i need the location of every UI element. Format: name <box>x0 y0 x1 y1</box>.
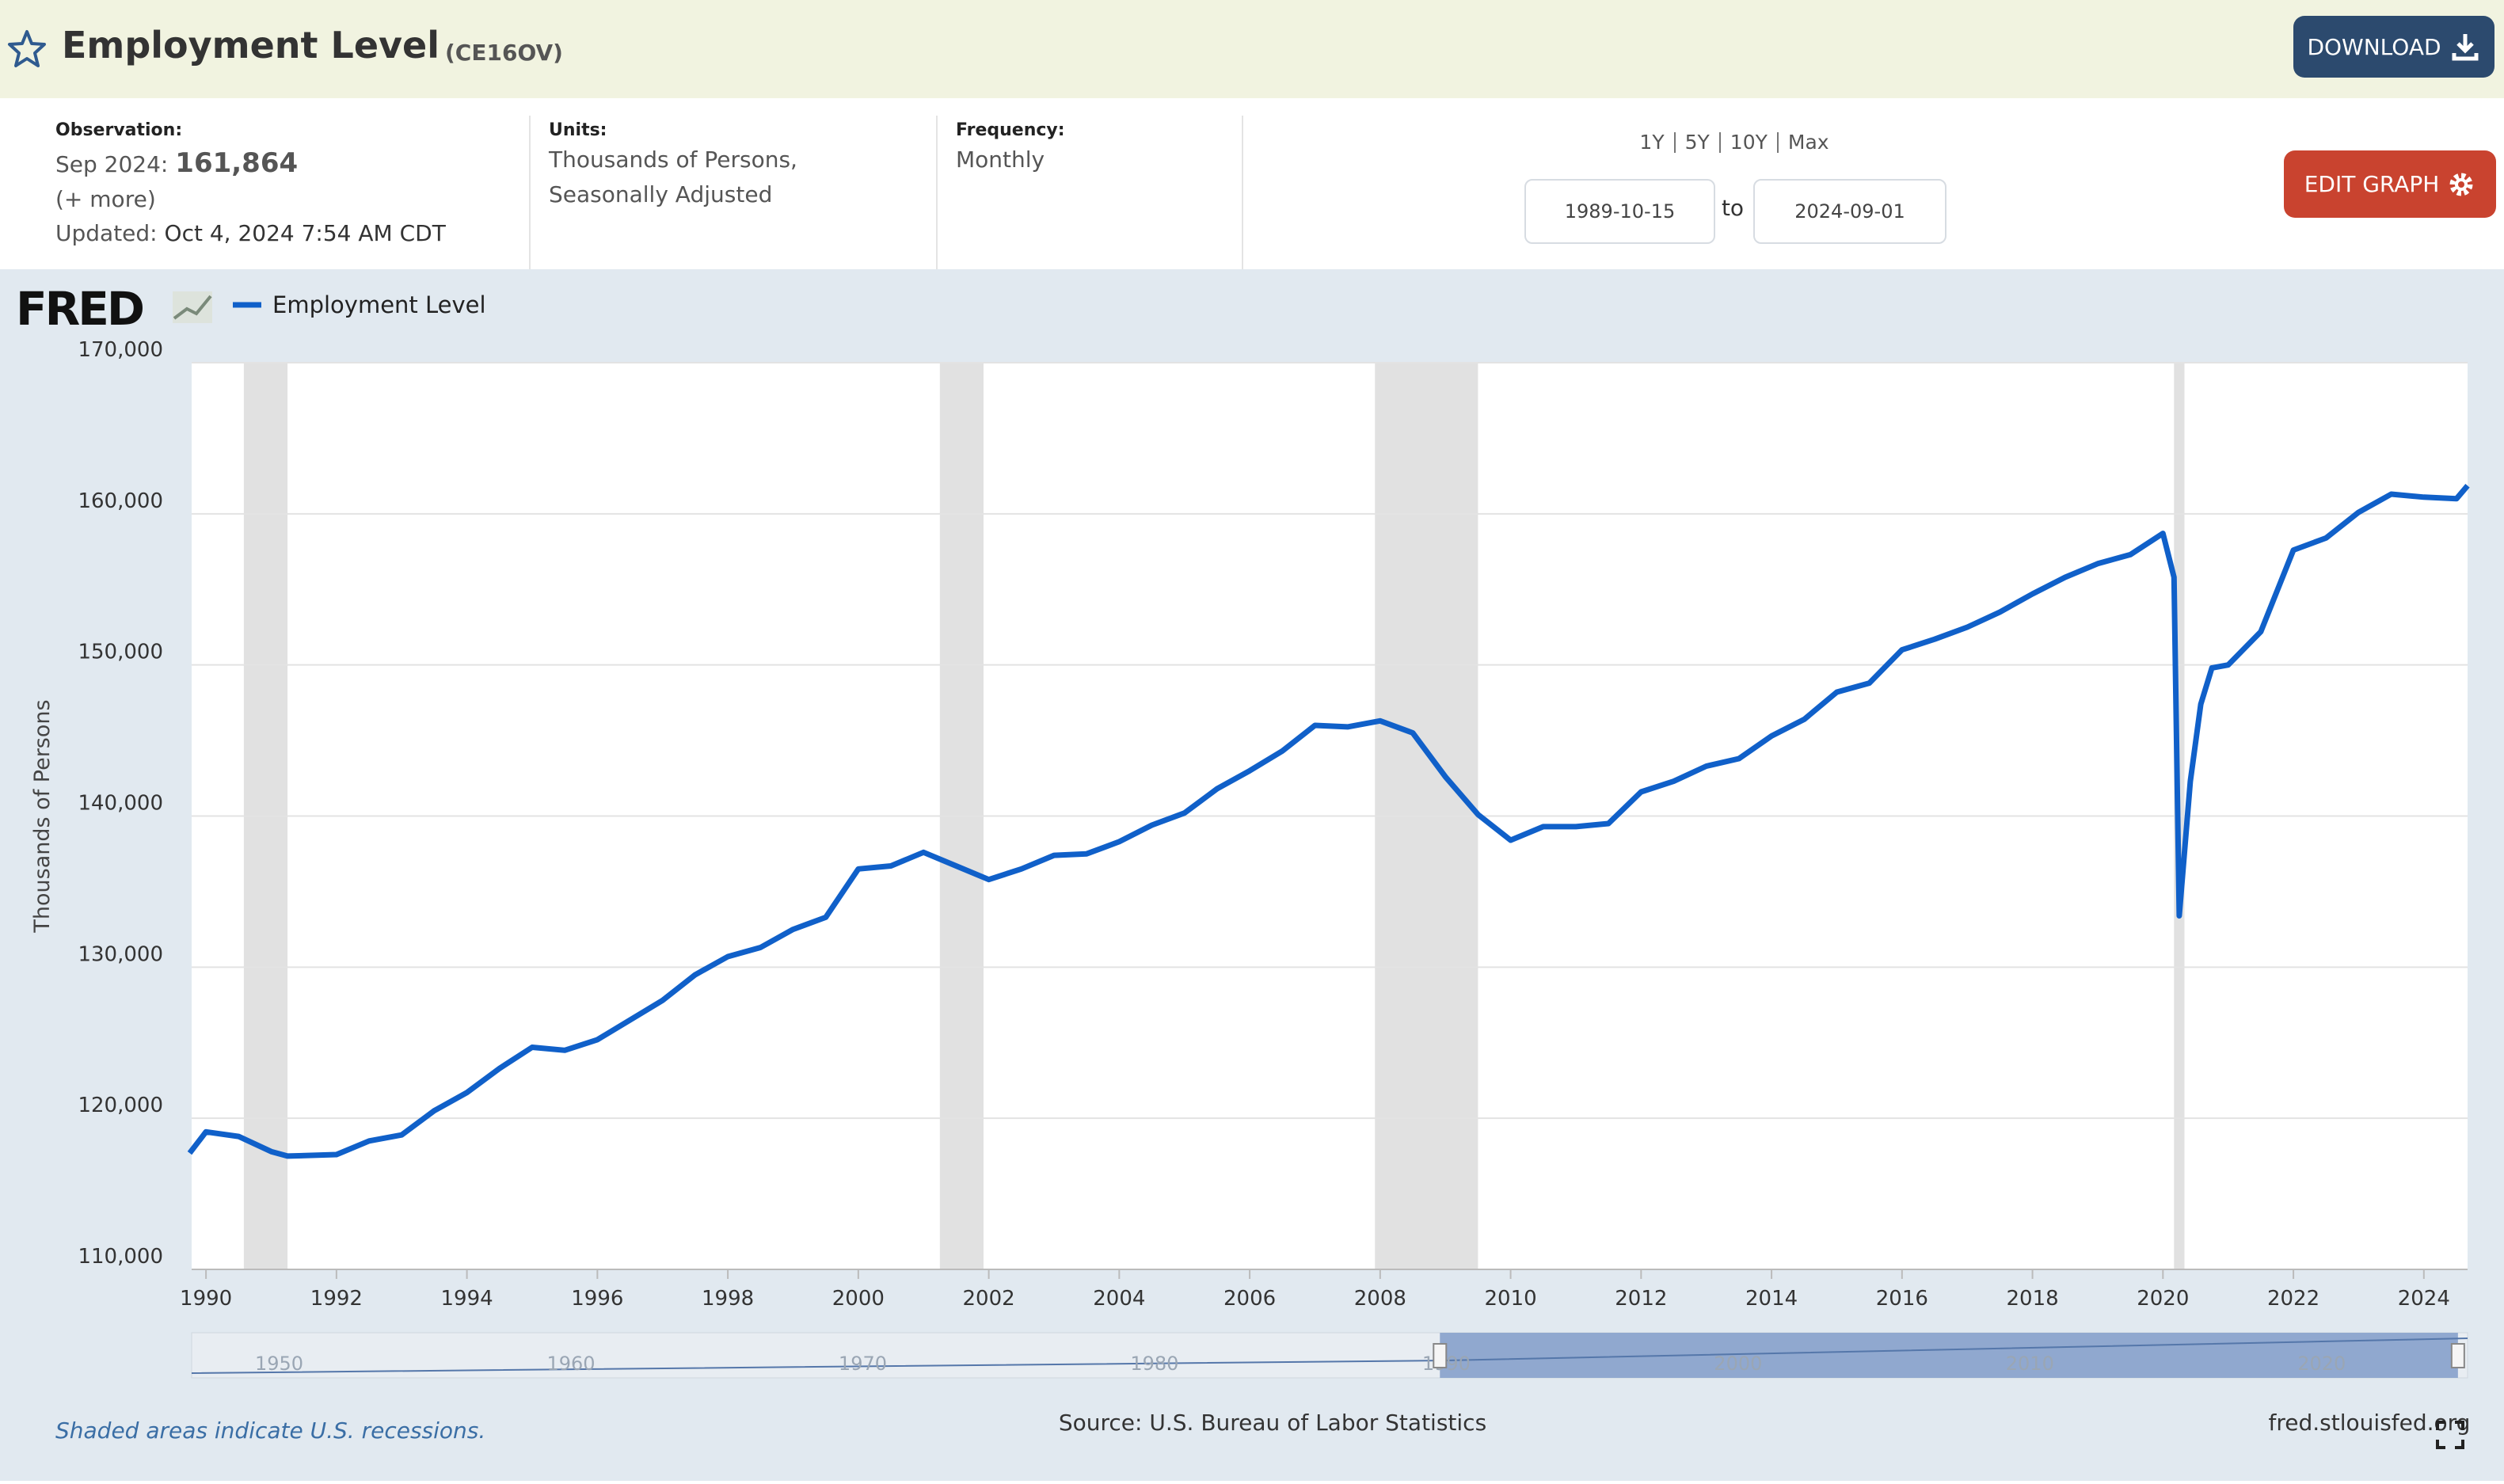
x-tick-label: 1994 <box>441 1287 493 1311</box>
series-line <box>187 484 2470 1159</box>
date-to[interactable]: 2024-09-01 <box>1753 179 1946 244</box>
x-tick-label: 2022 <box>2267 1287 2319 1311</box>
header-bar: Employment Level (CE16OV) DOWNLOAD <box>0 0 2504 98</box>
x-tick-label: 2000 <box>832 1287 885 1311</box>
navigator-label: 1980 <box>1130 1353 1178 1375</box>
x-tick-label: 2016 <box>1876 1287 1928 1311</box>
navigator-label: 1950 <box>255 1353 303 1375</box>
observation-date: Sep 2024: <box>55 151 169 177</box>
x-tick-label: 2018 <box>2006 1287 2058 1311</box>
x-tick-label: 1992 <box>310 1287 363 1311</box>
logo-graph-box <box>173 291 212 323</box>
date-from[interactable]: 1989-10-15 <box>1524 179 1715 244</box>
logo-graph <box>173 291 212 323</box>
chart-area: FRED Employment Level 110,000 120,000 130,00… <box>0 269 2504 1481</box>
navigator-label: 2020 <box>2297 1353 2346 1375</box>
series-id: (CE16OV) <box>445 40 563 66</box>
x-tick-label: 2010 <box>1484 1287 1536 1311</box>
x-tick-label: 2014 <box>1745 1287 1798 1311</box>
x-tick-label: 1996 <box>571 1287 623 1311</box>
navigator-label: 1960 <box>546 1353 595 1375</box>
x-tick-label: 2004 <box>1093 1287 1145 1311</box>
units-line: Thousands of Persons, <box>549 146 797 173</box>
range-link[interactable]: 5Y <box>1673 132 1719 153</box>
y-axis-title: Thousands of Persons <box>30 699 55 933</box>
edit-graph-label: EDIT GRAPH <box>2304 171 2440 197</box>
recession-note: Shaded areas indicate U.S. recessions. <box>55 1417 486 1444</box>
y-tick-label: 150,000 <box>78 641 163 664</box>
edit-graph-button[interactable]: EDIT GRAPH <box>2284 150 2496 218</box>
navigator-label: 2010 <box>2006 1353 2054 1375</box>
x-tick-label: 2024 <box>2398 1287 2450 1311</box>
navigator-handle[interactable] <box>1433 1343 1448 1368</box>
x-tick-label: 2012 <box>1615 1287 1667 1311</box>
range-link[interactable]: 10Y <box>1718 132 1777 153</box>
x-tick-label: 2002 <box>963 1287 1015 1311</box>
y-tick-label: 140,000 <box>78 792 163 816</box>
logo-graph-line <box>173 295 212 320</box>
updated-label: Updated: <box>55 220 158 246</box>
fullscreen-icon[interactable] <box>2436 1421 2464 1449</box>
more-link[interactable]: (+ more) <box>55 186 156 212</box>
navigator-selection <box>1440 1333 2458 1378</box>
download-icon <box>2452 34 2479 61</box>
y-tick-label: 170,000 <box>78 338 163 362</box>
star-icon[interactable] <box>6 29 48 70</box>
units-label: Units: <box>549 120 607 140</box>
x-tick-label: 1990 <box>180 1287 232 1311</box>
range-link[interactable]: Max <box>1776 132 1839 153</box>
navigator-line <box>191 1338 2468 1374</box>
observation-label: Observation: <box>55 120 183 140</box>
x-tick-label: 1998 <box>702 1287 754 1311</box>
updated-date: Oct 4, 2024 7:54 AM CDT <box>164 220 446 246</box>
x-tick-label: 2020 <box>2137 1287 2189 1311</box>
info-row: Observation: Sep 2024: 161,864 (+ more) … <box>0 98 2504 269</box>
x-tick-label: 2006 <box>1223 1287 1276 1311</box>
navigator-label: 2000 <box>1714 1353 1762 1375</box>
chart: FRED Employment Level 110,000 120,000 130,00… <box>16 282 2470 1379</box>
range-links: 1Y 5Y 10Y Max <box>1528 132 1940 153</box>
download-button[interactable]: DOWNLOAD <box>2293 16 2494 78</box>
frequency: Monthly <box>956 146 1045 173</box>
fred-logo: FRED <box>16 282 143 336</box>
legend-label: Employment Level <box>272 291 486 318</box>
y-tick-label: 160,000 <box>78 489 163 513</box>
y-tick-label: 130,000 <box>78 942 163 966</box>
gear-icon <box>2449 173 2473 196</box>
frequency-label: Frequency: <box>956 120 1065 140</box>
source: Source: U.S. Bureau of Labor Statistics <box>1058 1410 1487 1436</box>
range-link[interactable]: 1Y <box>1639 131 1665 154</box>
navigator-handle[interactable] <box>2450 1343 2465 1368</box>
y-tick-label: 120,000 <box>78 1094 163 1117</box>
x-tick-label: 2008 <box>1354 1287 1406 1311</box>
download-label: DOWNLOAD <box>2307 33 2441 60</box>
y-tick-label: 110,000 <box>78 1245 163 1269</box>
navigator-label: 1970 <box>839 1353 887 1375</box>
units-line: Seasonally Adjusted <box>549 181 773 207</box>
page-title: Employment Level <box>62 24 440 67</box>
observation-value: 161,864 <box>175 147 299 179</box>
to-label: to <box>1721 195 1745 221</box>
